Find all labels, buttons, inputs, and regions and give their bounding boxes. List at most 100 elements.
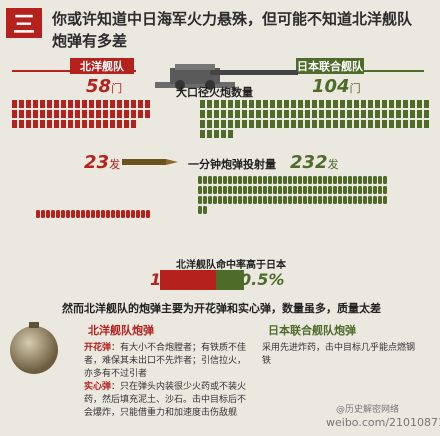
japan-gun-mark bbox=[235, 110, 240, 118]
japan-shell-mark bbox=[338, 176, 342, 184]
japan-gun-mark bbox=[242, 100, 247, 108]
japan-gun-mark bbox=[312, 120, 317, 128]
japan-gun-mark bbox=[284, 110, 289, 118]
japan-shell-mark bbox=[343, 186, 347, 194]
japan-shell-mark bbox=[378, 196, 382, 204]
japan-gun-mark bbox=[319, 120, 324, 128]
beiyang-gun-mark bbox=[96, 120, 101, 128]
japan-gun-mark bbox=[305, 100, 310, 108]
beiyang-gun-mark bbox=[26, 110, 31, 118]
japan-shell-mark bbox=[293, 186, 297, 194]
beiyang-gun-mark bbox=[117, 100, 122, 108]
japan-gun-mark bbox=[361, 110, 366, 118]
japan-shell-mark bbox=[213, 176, 217, 184]
japan-gun-mark bbox=[368, 110, 373, 118]
beiyang-shell-mark bbox=[51, 210, 55, 218]
japan-gun-mark bbox=[319, 100, 324, 108]
beiyang-shell-mark bbox=[111, 210, 115, 218]
beiyang-shell-mark bbox=[91, 210, 95, 218]
japan-shell-mark bbox=[378, 186, 382, 194]
japan-gun-mark bbox=[389, 110, 394, 118]
beiyang-gun-mark bbox=[124, 120, 129, 128]
japan-shell-mark bbox=[293, 196, 297, 204]
beiyang-shell-mark bbox=[61, 210, 65, 218]
japan-gun-mark bbox=[361, 120, 366, 128]
big-gun-label: 大口径火炮数量 bbox=[176, 86, 253, 99]
japan-shell-mark bbox=[233, 176, 237, 184]
beiyang-gun-mark bbox=[12, 120, 17, 128]
japan-shell-mark bbox=[303, 176, 307, 184]
beiyang-shell-mark bbox=[141, 210, 145, 218]
beiyang-gun-mark bbox=[19, 110, 24, 118]
japan-gun-mark bbox=[375, 100, 380, 108]
japan-shell-mark bbox=[323, 196, 327, 204]
japan-gun-mark bbox=[326, 110, 331, 118]
japan-gun-mark bbox=[417, 120, 422, 128]
japan-shell-mark bbox=[218, 176, 222, 184]
japan-shell-mark bbox=[308, 186, 312, 194]
japan-shell-mark bbox=[328, 196, 332, 204]
japan-shell-mark bbox=[233, 196, 237, 204]
japan-shell-mark bbox=[288, 196, 292, 204]
title-line-1: 你或许知道中日海军火力悬殊，但可能不知道北洋舰队 bbox=[52, 10, 413, 28]
japan-shell-mark bbox=[253, 196, 257, 204]
shells-pictogram bbox=[36, 176, 387, 218]
japan-shell-mark bbox=[358, 196, 362, 204]
japan-gun-mark bbox=[242, 110, 247, 118]
japan-shell-mark bbox=[228, 196, 232, 204]
japan-shell-mark bbox=[243, 186, 247, 194]
japan-shell-mark bbox=[238, 176, 242, 184]
japan-shell-mark bbox=[353, 186, 357, 194]
japan-shell-mark bbox=[238, 186, 242, 194]
japan-gun-mark bbox=[410, 120, 415, 128]
japan-shell-mark bbox=[223, 186, 227, 194]
japan-gun-mark bbox=[270, 120, 275, 128]
japan-gun-mark bbox=[284, 100, 289, 108]
japan-gun-mark bbox=[228, 110, 233, 118]
japan-gun-mark bbox=[207, 110, 212, 118]
beiyang-shell-mark bbox=[131, 210, 135, 218]
beiyang-guns-number: 58 bbox=[86, 76, 112, 97]
japan-gun-mark bbox=[305, 110, 310, 118]
japan-gun-mark bbox=[284, 120, 289, 128]
japan-gun-mark bbox=[228, 130, 233, 138]
japan-gun-mark bbox=[207, 130, 212, 138]
japan-gun-mark bbox=[214, 100, 219, 108]
japan-shell-mark bbox=[198, 196, 202, 204]
japan-gun-mark bbox=[291, 120, 296, 128]
beiyang-gun-mark bbox=[82, 100, 87, 108]
japan-shell-mark bbox=[338, 186, 342, 194]
japan-gun-mark bbox=[375, 110, 380, 118]
japan-gun-mark bbox=[333, 120, 338, 128]
japan-shell-mark bbox=[198, 186, 202, 194]
kaihua-dan-text: ：有大小不合炮膛者；有铁质不佳者，难保其未出口不先炸者；引信拉火，亦多有不过引者 bbox=[84, 343, 247, 379]
japan-shell-mark bbox=[343, 196, 347, 204]
japan-shell-mark bbox=[328, 176, 332, 184]
beiyang-shell-mark bbox=[146, 210, 150, 218]
japan-gun-mark bbox=[277, 110, 282, 118]
japan-shell-mark bbox=[283, 186, 287, 194]
japan-gun-mark bbox=[291, 110, 296, 118]
japan-shell-mark bbox=[268, 196, 272, 204]
japan-gun-mark bbox=[214, 120, 219, 128]
japan-gun-mark bbox=[200, 110, 205, 118]
japan-shell-mark bbox=[383, 196, 387, 204]
beiyang-shell-mark bbox=[86, 210, 90, 218]
japan-shells-unit: 发 bbox=[327, 158, 339, 171]
japan-shell-mark bbox=[198, 206, 202, 214]
japan-gun-mark bbox=[333, 100, 338, 108]
weibo-handle: @历史解密网络 bbox=[336, 405, 400, 415]
beiyang-gun-mark bbox=[75, 110, 80, 118]
beiyang-gun-mark bbox=[138, 100, 143, 108]
japan-gun-mark bbox=[417, 100, 422, 108]
japan-shell-mark bbox=[273, 176, 277, 184]
japan-shell-mark bbox=[253, 176, 257, 184]
japan-gun-mark bbox=[375, 120, 380, 128]
japan-gun-mark bbox=[298, 110, 303, 118]
japan-gun-mark bbox=[277, 120, 282, 128]
japan-shell-mark bbox=[218, 186, 222, 194]
japan-gun-mark bbox=[228, 100, 233, 108]
japan-gun-mark bbox=[424, 120, 429, 128]
beiyang-gun-mark bbox=[89, 110, 94, 118]
japan-gun-mark bbox=[361, 100, 366, 108]
